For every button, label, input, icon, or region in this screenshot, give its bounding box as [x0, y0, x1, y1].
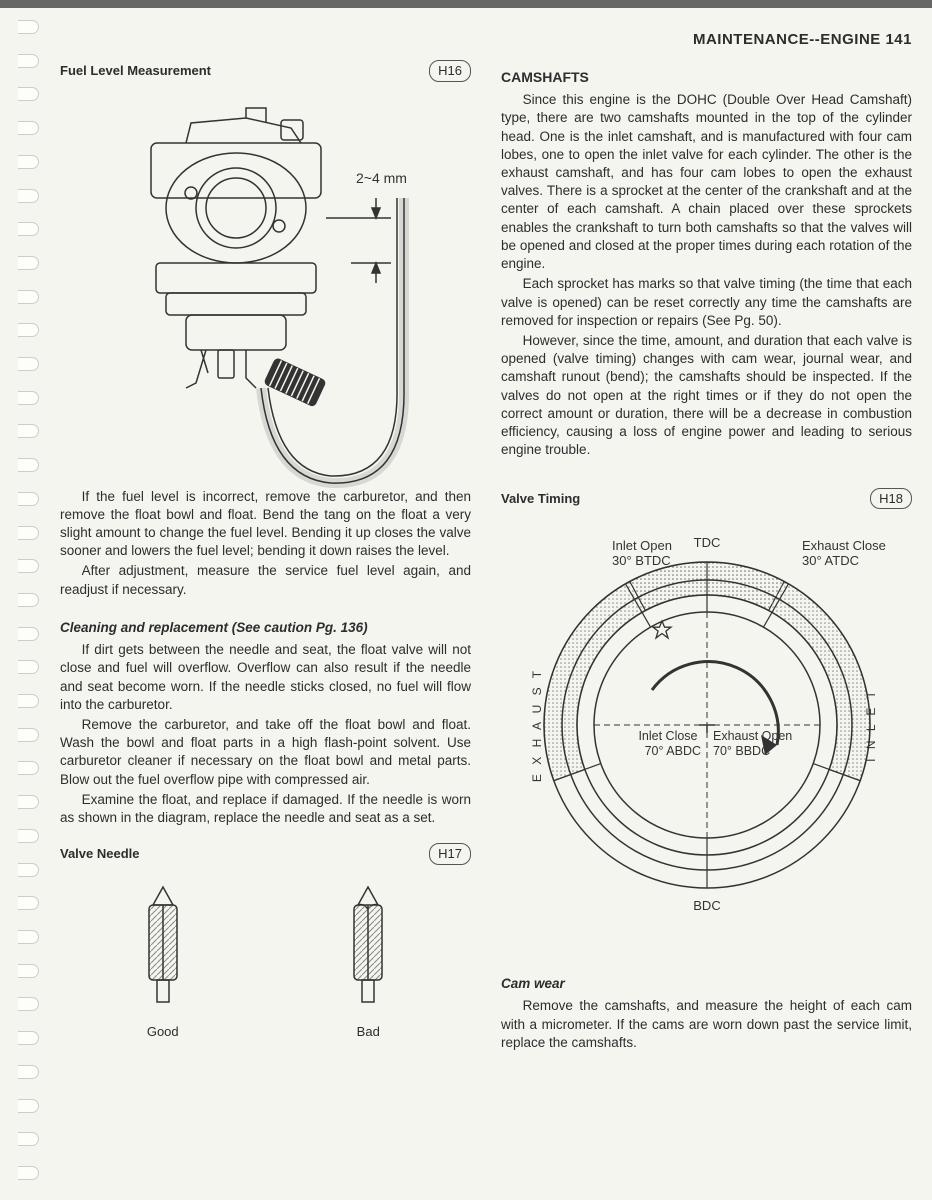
page-header: MAINTENANCE--ENGINE 141 — [501, 30, 912, 50]
fig1-dim-label: 2~4 mm — [356, 170, 407, 186]
left-para3: If dirt gets between the needle and seat… — [60, 641, 471, 714]
svg-text:Exhaust Open 70° B: Exhaust Open 70° BBDC — [713, 729, 796, 758]
cam-para1: Since this engine is the DOHC (Double Ov… — [501, 91, 912, 273]
left-para1: If the fuel level is incorrect, remove t… — [60, 488, 471, 561]
left-para4: Remove the carburetor, and take off the … — [60, 716, 471, 789]
svg-text:Inlet Close 70° AB: Inlet Close 70° ABDC — [638, 729, 701, 758]
bad-label: Bad — [338, 1023, 398, 1041]
right-column: MAINTENANCE--ENGINE 141 CAMSHAFTS Since … — [501, 30, 912, 1190]
fig1-caption: Fuel Level Measurement — [60, 62, 211, 80]
svg-text:E X H A U S T: E X H A U S T — [530, 668, 544, 782]
needle-good: Good — [133, 885, 193, 1041]
svg-text:BDC: BDC — [693, 898, 720, 913]
fig1-carburetor: 2~4 mm — [60, 88, 471, 488]
needle-bad: Bad — [338, 885, 398, 1041]
cam-para2: Each sprocket has marks so that valve ti… — [501, 275, 912, 330]
fig2-caption-row: Valve Needle H17 — [60, 843, 471, 865]
fig2-caption: Valve Needle — [60, 845, 140, 863]
valve-timing-diagram: Inlet Close 70° ABDC Exhaust Open 70° BB… — [501, 515, 912, 915]
page-content: Fuel Level Measurement H16 — [60, 30, 912, 1190]
good-label: Good — [133, 1023, 193, 1041]
fig3-ref: H18 — [870, 488, 912, 510]
fig1-ref: H16 — [429, 60, 471, 82]
left-para5: Examine the float, and replace if damage… — [60, 791, 471, 827]
binding-holes — [18, 20, 48, 1180]
left-column: Fuel Level Measurement H16 — [60, 30, 471, 1190]
valve-needle-figure: Good Bad — [60, 885, 471, 1041]
svg-text:I N L E T: I N L E T — [864, 688, 878, 762]
svg-text:TDC: TDC — [693, 535, 720, 550]
camshafts-heading: CAMSHAFTS — [501, 68, 912, 87]
svg-text:Exhaust Close30° ATDC: Exhaust Close30° ATDC — [802, 538, 886, 568]
cam-wear-para: Remove the camshafts, and measure the he… — [501, 997, 912, 1052]
fig3-caption: Valve Timing — [501, 490, 580, 508]
fig1-caption-row: Fuel Level Measurement H16 — [60, 60, 471, 82]
svg-text:Inlet Open30° BTDC: Inlet Open30° BTDC — [612, 538, 672, 568]
left-para2: After adjustment, measure the service fu… — [60, 562, 471, 598]
cam-wear-heading: Cam wear — [501, 975, 912, 993]
cleaning-heading: Cleaning and replacement (See caution Pg… — [60, 619, 471, 637]
browser-top-bar — [0, 0, 932, 8]
fig3-caption-row: Valve Timing H18 — [501, 488, 912, 510]
fig2-ref: H17 — [429, 843, 471, 865]
cam-para3: However, since the time, amount, and dur… — [501, 332, 912, 460]
